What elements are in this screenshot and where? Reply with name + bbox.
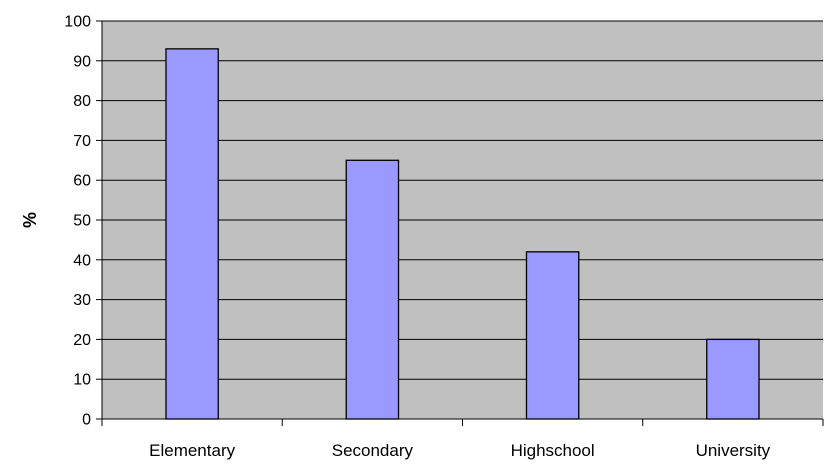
bar-university: [706, 338, 760, 420]
x-tick-label-university: University: [696, 441, 771, 460]
y-tick-label-90: 90: [73, 53, 91, 70]
x-tick-label-secondary: Secondary: [332, 441, 414, 460]
y-tick-label-10: 10: [73, 372, 91, 389]
y-tick-label-50: 50: [73, 213, 91, 230]
x-tick-label-highschool: Highschool: [511, 441, 595, 460]
x-tick-labels: Elementary Secondary Highschool University: [101, 419, 824, 460]
y-tick-label-100: 100: [64, 14, 91, 31]
y-tick-label-0: 0: [82, 412, 91, 429]
y-tick-label-40: 40: [73, 252, 91, 269]
y-tick-label-80: 80: [73, 93, 91, 110]
y-tick-label-20: 20: [73, 332, 91, 349]
bar-secondary: [345, 159, 400, 420]
x-tick-label-elementary: Elementary: [149, 441, 235, 460]
y-tick-label-60: 60: [73, 173, 91, 190]
bar-elementary: [165, 48, 219, 420]
bars: [165, 48, 760, 420]
y-axis-title: %: [20, 212, 40, 228]
y-tick-labels: 0 10 20 30 40 50 60 70 80 90 100: [64, 14, 102, 429]
gridlines: [102, 20, 823, 380]
y-tick-label-30: 30: [73, 292, 91, 309]
y-tick-label-70: 70: [73, 133, 91, 150]
bar-highschool: [525, 251, 580, 420]
